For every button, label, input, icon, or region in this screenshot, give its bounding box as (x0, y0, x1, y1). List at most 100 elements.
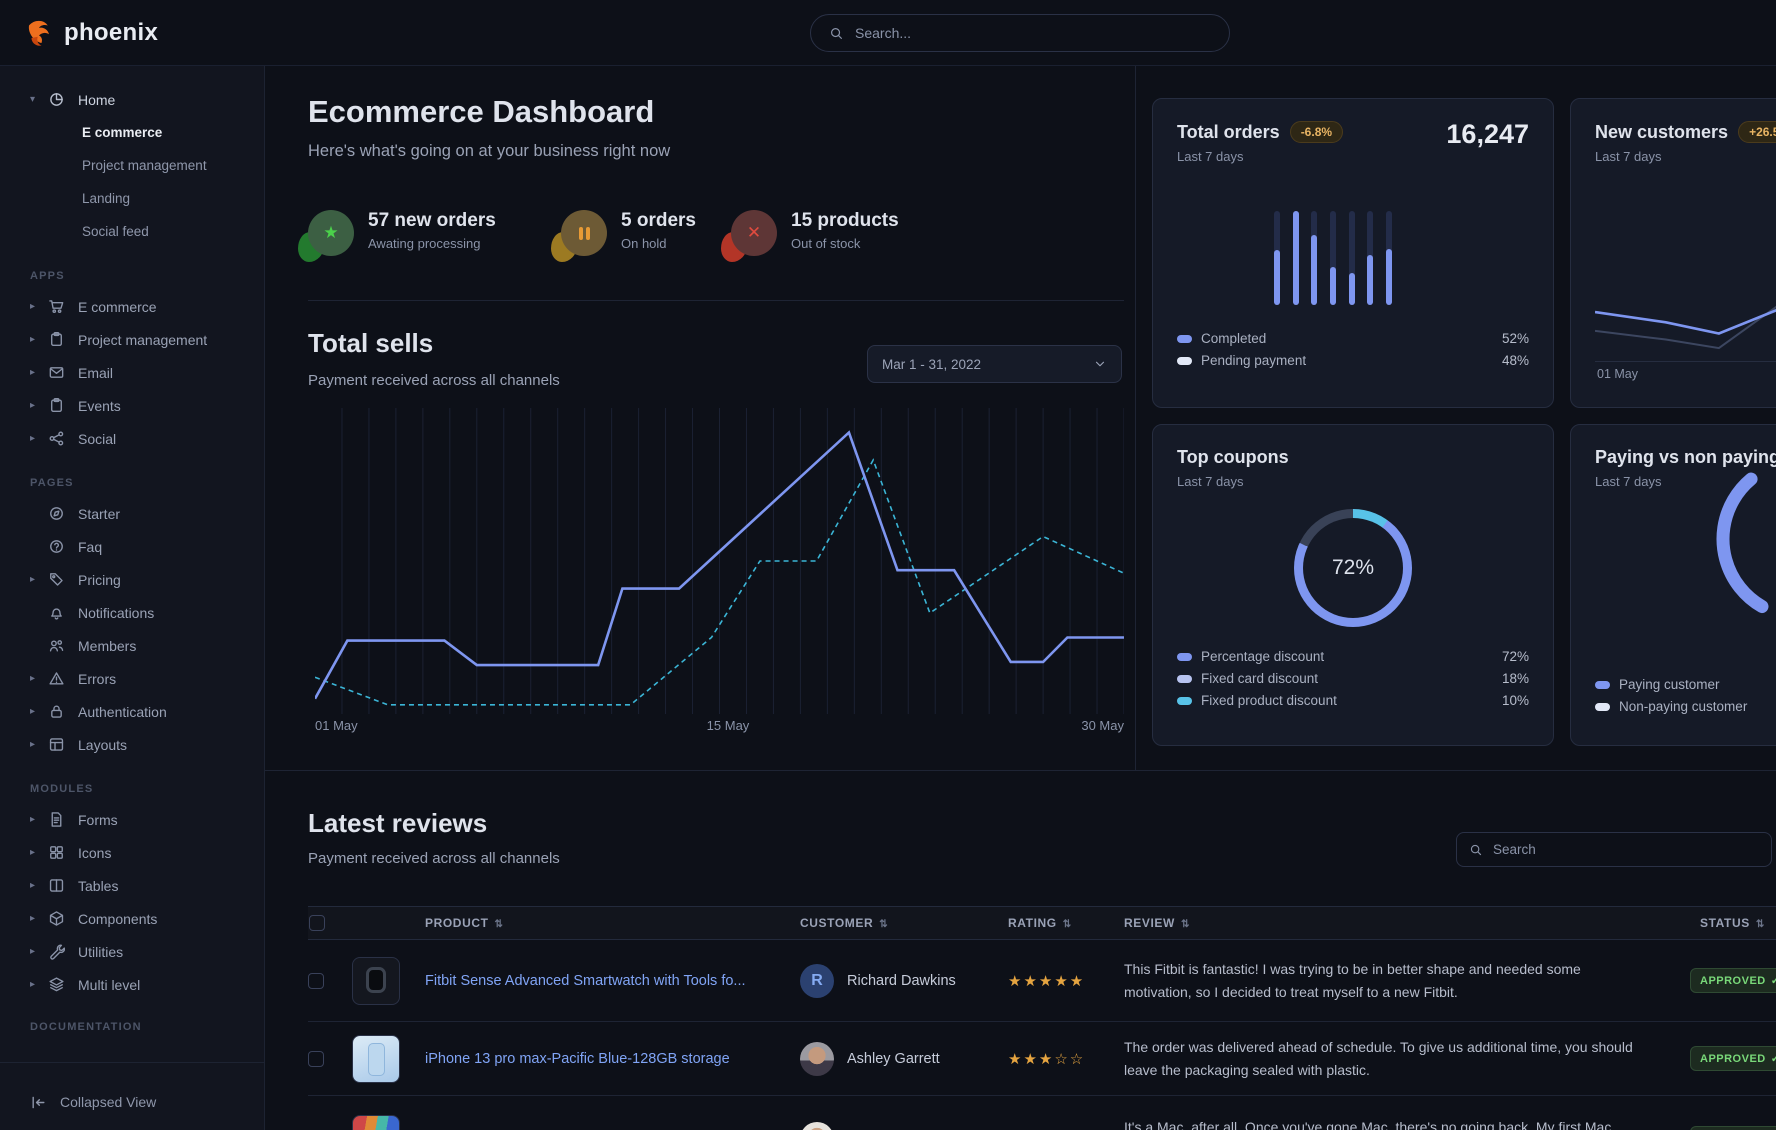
table-row: Fitbit Sense Advanced Smartwatch with To… (308, 940, 1776, 1022)
card-title: Total orders (1177, 121, 1280, 142)
select-all-checkbox[interactable] (309, 915, 325, 931)
sort-icon (1057, 916, 1072, 930)
sidebar-subitem-project-management[interactable]: Project management (82, 158, 207, 173)
caret-right-icon: ▸ (30, 367, 36, 378)
card-title: Top coupons (1177, 447, 1289, 467)
legend-paying-customer: Paying customer (1595, 677, 1776, 692)
sidebar-item-utilities[interactable]: ▸ Utilities (30, 943, 124, 961)
column-header-status[interactable]: STATUS (1700, 916, 1776, 930)
brand-logo[interactable]: phoenix (24, 18, 158, 48)
wrench-icon (48, 943, 66, 961)
caret-right-icon: ▸ (30, 979, 36, 990)
legend-swatch (1177, 674, 1192, 683)
box-icon (48, 910, 66, 928)
sidebar-item-ecommerce[interactable]: ▸ E commerce (30, 298, 157, 316)
orders-bar-chart (1274, 211, 1392, 305)
cart-icon (48, 298, 66, 316)
sidebar-item-home[interactable]: ▾ Home (30, 91, 116, 109)
card-title: Paying vs non paying (1595, 447, 1776, 467)
row-checkbox[interactable] (308, 972, 324, 989)
columns-icon (48, 877, 66, 895)
legend-swatch (1177, 696, 1192, 705)
card-period: Last 7 days (1177, 149, 1244, 164)
table-row: iPhone 13 pro max-Pacific Blue-128GB sto… (308, 1022, 1776, 1096)
sidebar-item-email[interactable]: ▸ Email (30, 364, 114, 382)
x-tick: 01 May (315, 718, 358, 733)
donut-center-label: 72% (1331, 556, 1375, 579)
sidebar-item-authentication[interactable]: ▸ Authentication (30, 703, 167, 720)
review-text: This Fitbit is fantastic! I was trying t… (1124, 960, 1581, 1000)
caret-right-icon: ▸ (30, 433, 36, 444)
sidebar-item-forms[interactable]: ▸ Forms (30, 811, 118, 829)
divider (308, 300, 1124, 301)
avatar (800, 1041, 834, 1076)
sidebar-item-members[interactable]: Members (0, 629, 264, 662)
product-thumbnail[interactable] (352, 1114, 400, 1130)
paying-vs-nonpaying-card: Paying vs non paying Last 7 days Paying … (1570, 424, 1776, 746)
latest-reviews-subtitle: Payment received across all channels (308, 850, 560, 867)
star-icon: ★ (298, 210, 354, 262)
sidebar-subitem-ecommerce[interactable]: E commerce (82, 125, 163, 140)
sidebar-item-tables[interactable]: ▸ Tables (30, 877, 119, 895)
sidebar-item-events[interactable]: ▸ Events (30, 397, 121, 414)
clipboard-icon (48, 331, 66, 349)
pause-icon (551, 210, 607, 262)
sidebar-item-starter[interactable]: Starter (0, 497, 264, 530)
sidebar-item-errors[interactable]: ▸ Errors (30, 670, 117, 687)
date-range-select[interactable]: Mar 1 - 31, 2022 (867, 345, 1122, 383)
divider (1135, 66, 1136, 770)
layers-icon (48, 976, 66, 994)
reviews-search-input[interactable] (1493, 842, 1759, 857)
row-checkbox[interactable] (308, 1050, 324, 1067)
delta-badge: +26.5% (1738, 121, 1776, 143)
sidebar-item-faq[interactable]: Faq (0, 530, 264, 563)
sidebar-item-components[interactable]: ▸ Components (30, 910, 158, 928)
column-header-product[interactable]: PRODUCT (425, 916, 800, 930)
product-link[interactable]: Fitbit Sense Advanced Smartwatch with To… (425, 972, 746, 989)
latest-reviews-title: Latest reviews (308, 808, 488, 838)
envelope-icon (48, 364, 66, 382)
sidebar-item-social[interactable]: ▸ Social (30, 430, 117, 448)
caret-right-icon: ▸ (30, 334, 36, 345)
divider (265, 770, 1776, 771)
product-thumbnail[interactable] (352, 956, 400, 1005)
sidebar-subitem-landing[interactable]: Landing (82, 191, 131, 206)
legend-swatch (1177, 334, 1192, 343)
reviews-search[interactable] (1456, 832, 1772, 867)
total-sells-chart (315, 408, 1124, 714)
table-row: It's a Mac, after all. Once you've gone … (308, 1096, 1776, 1130)
sidebar-item-icons[interactable]: ▸ Icons (30, 844, 112, 861)
legend-completed: Completed 52% (1177, 331, 1529, 346)
column-header-review[interactable]: REVIEW (1124, 916, 1664, 930)
product-link[interactable]: iPhone 13 pro max-Pacific Blue-128GB sto… (425, 1050, 730, 1067)
sidebar-subitem-social-feed[interactable]: Social feed (82, 224, 149, 239)
sidebar-item-layouts[interactable]: ▸ Layouts (30, 736, 128, 753)
search-icon (1469, 843, 1483, 857)
question-icon (48, 538, 66, 556)
caret-right-icon: ▸ (30, 913, 36, 924)
column-header-customer[interactable]: CUSTOMER (800, 916, 1008, 930)
users-icon (48, 637, 66, 655)
page-title: Ecommerce Dashboard (308, 94, 655, 129)
product-thumbnail[interactable] (352, 1034, 400, 1083)
global-search-input[interactable] (855, 25, 1211, 41)
pie-chart-icon (48, 91, 66, 109)
collapsed-view-button[interactable]: Collapsed View (0, 1085, 264, 1119)
top-coupons-card: Top coupons Last 7 days 72% Percentage d… (1152, 424, 1554, 746)
card-period: Last 7 days (1177, 474, 1244, 489)
sort-icon (489, 916, 504, 930)
new-customers-sparkline (1595, 269, 1776, 355)
total-sells-title: Total sells (308, 328, 434, 358)
file-icon (48, 811, 66, 829)
sidebar-item-notifications[interactable]: Notifications (0, 596, 264, 629)
x-icon: ✕ (721, 210, 777, 262)
delta-badge: -6.8% (1289, 121, 1344, 143)
share-icon (48, 430, 66, 448)
total-sells-subtitle: Payment received across all channels (308, 372, 560, 389)
column-header-rating[interactable]: RATING (1008, 916, 1124, 930)
legend-percentage-discount: Percentage discount 72% (1177, 649, 1529, 664)
sidebar-item-project-management[interactable]: ▸ Project management (30, 331, 208, 349)
sidebar-item-pricing[interactable]: ▸ Pricing (30, 571, 121, 588)
sidebar-item-multi-level[interactable]: ▸ Multi level (30, 976, 141, 994)
global-search[interactable] (810, 14, 1230, 52)
